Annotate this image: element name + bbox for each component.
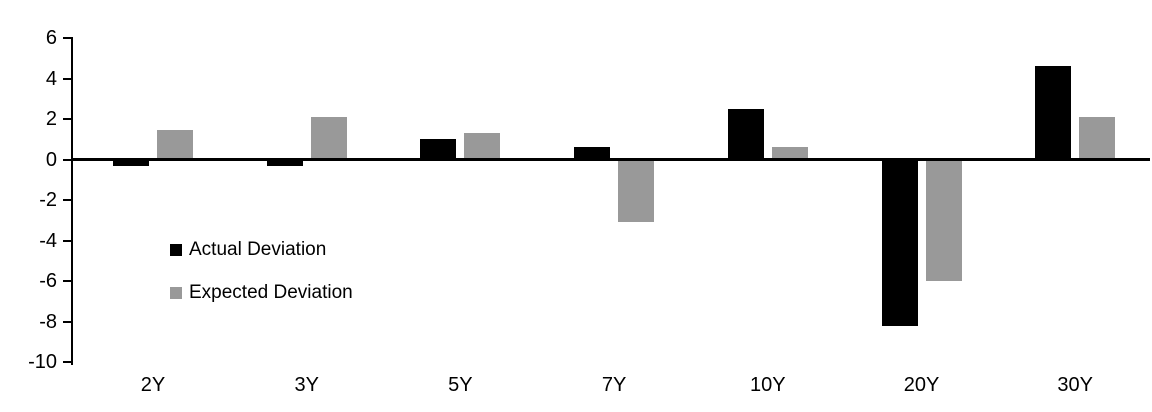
bar-expected-10y [771, 147, 808, 160]
bar-expected-2y [157, 130, 193, 160]
bar-actual-20y [881, 159, 918, 326]
y-tick-label: -2 [39, 189, 57, 211]
x-tick-label-7y: 7Y [601, 374, 627, 396]
bar-expected-30y [1079, 116, 1116, 160]
legend-item-actual-deviation: Actual Deviation [170, 239, 353, 261]
bar-actual-10y [727, 108, 764, 160]
x-tick-label-10y: 10Y [750, 374, 786, 396]
legend-label-actual: Actual Deviation [189, 239, 327, 260]
bar-expected-3y [310, 116, 347, 160]
y-tick-label: -8 [39, 310, 57, 333]
y-tick-label: 2 [45, 108, 57, 130]
y-tick-label: 0 [45, 148, 57, 171]
y-tick-label: 6 [45, 27, 57, 49]
bar-expected-5y [464, 133, 501, 160]
y-tick-mark [63, 361, 72, 363]
legend-swatch-actual-icon [170, 244, 182, 256]
y-tick-label: 4 [45, 67, 57, 90]
legend-label-expected: Expected Deviation [189, 282, 353, 303]
y-tick-mark [63, 280, 72, 282]
y-tick-mark [63, 320, 72, 323]
y-tick-mark [63, 37, 72, 39]
x-tick-label-3y: 3Y [294, 374, 319, 396]
y-tick-mark [63, 239, 72, 242]
x-axis-zero-line [72, 158, 1150, 161]
bar-actual-2y [113, 159, 149, 166]
x-tick-label-30y: 30Y [1057, 374, 1093, 396]
x-tick-label-2y: 2Y [140, 374, 166, 396]
bar-actual-5y [420, 139, 457, 160]
legend-swatch-expected-icon [170, 287, 182, 299]
y-tick-label: -6 [39, 270, 57, 292]
legend-item-expected-deviation: Expected Deviation [170, 282, 353, 304]
bar-actual-3y [266, 159, 303, 166]
y-tick-mark [63, 158, 72, 161]
bar-expected-7y [618, 159, 655, 223]
y-tick-mark [63, 118, 72, 120]
y-tick-label: -4 [39, 229, 57, 252]
legend: Actual Deviation Expected Deviation [170, 239, 353, 325]
x-tick-label-20y: 20Y [903, 374, 940, 396]
bar-expected-20y [925, 159, 962, 281]
bar-actual-7y [574, 147, 611, 160]
y-tick-label: -10 [28, 351, 57, 373]
y-tick-mark [63, 199, 72, 201]
y-axis-line [71, 37, 73, 365]
bar-actual-30y [1035, 66, 1072, 160]
x-tick-label-5y: 5Y [448, 374, 473, 396]
y-tick-mark [63, 77, 72, 80]
